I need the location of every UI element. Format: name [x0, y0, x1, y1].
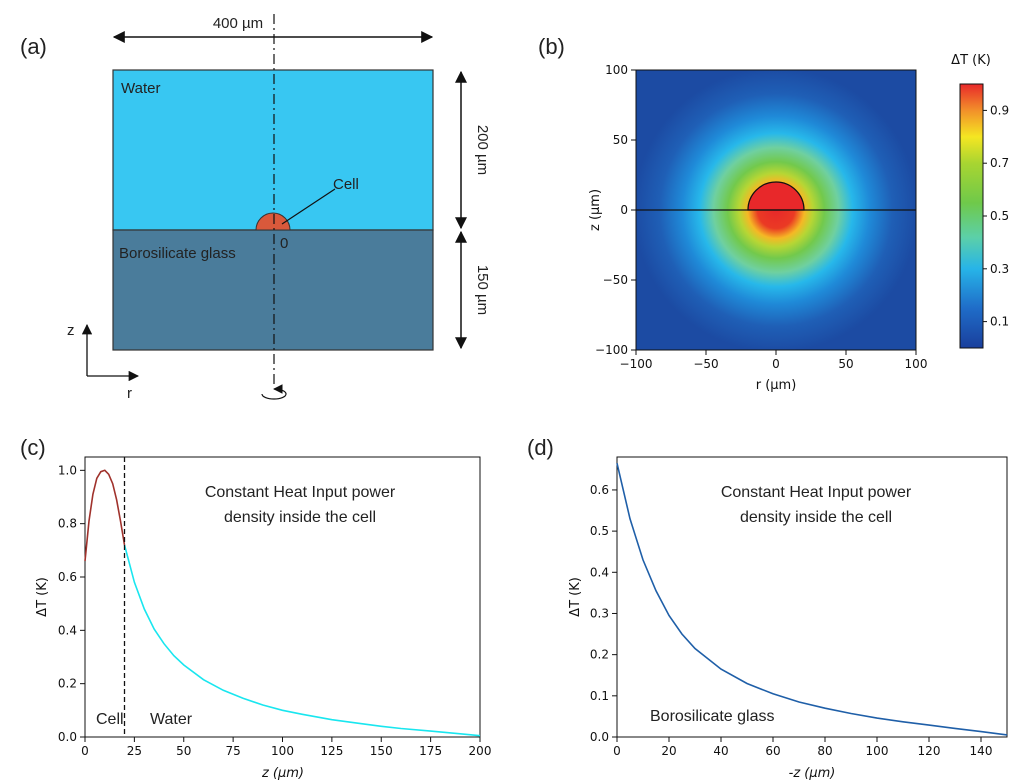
heatmap-ytick-label: 100: [605, 63, 628, 77]
heatmap-xtick-label: −100: [620, 357, 653, 371]
water-height-label: 200 µm: [474, 125, 491, 175]
chart-d-frame: [616, 456, 1008, 738]
colorbar-tick-label: 0.9: [990, 103, 1009, 117]
chart-d-ytick-label: 0.2: [590, 648, 609, 662]
chart-c-xtick-label: 200: [469, 744, 492, 758]
chart-d-series-0-line: [616, 463, 1008, 736]
r-axis-label: r: [127, 385, 132, 402]
chart-d-xtick-label: 100: [866, 744, 889, 758]
chart-c-ytick-label: 1.0: [58, 463, 77, 477]
chart-c-ylabel: ΔT (K): [35, 577, 50, 617]
panel-d: (d) 0 20 40 60 80 100 120 140 0.0 0.1 0.2 0.3 0.4 0.5…: [527, 435, 1008, 781]
heatmap-xtick-label: 0: [772, 357, 780, 371]
chart-d-ytick-label: 0.5: [590, 524, 609, 538]
panel-b-label: (b): [538, 34, 565, 59]
chart-d-ytick-label: 0.6: [590, 483, 609, 497]
chart-d-xtick-label: 120: [918, 744, 941, 758]
chart-d-annotation-line-1: Constant Heat Input power: [721, 484, 912, 501]
panel-a: (a) 400 µm Water Borosilicate glass Cell…: [20, 14, 491, 402]
chart-c-xlabel: z (μm): [261, 766, 304, 781]
chart-d-xtick-label: 140: [970, 744, 993, 758]
chart-d-ylabel: ΔT (K): [568, 577, 583, 617]
glass-height-label: 150 µm: [474, 265, 491, 315]
heatmap-ytick-label: −50: [603, 273, 628, 287]
water-region: [112, 69, 434, 231]
z-axis-label: z: [67, 322, 75, 339]
colorbar-tick-label: 0.5: [990, 209, 1009, 223]
chart-c-xtick-label: 0: [81, 744, 89, 758]
colorbar: [959, 83, 984, 349]
chart-c-ytick-label: 0.4: [58, 623, 77, 637]
heatmap-ytick-label: 50: [613, 133, 628, 147]
cell-pointer-line: [281, 188, 336, 225]
chart-c-xtick-label: 150: [370, 744, 393, 758]
cell-label: Cell: [333, 176, 359, 193]
chart-d-ytick-label: 0.0: [590, 730, 609, 744]
chart-d-annotation-line-2: density inside the cell: [740, 509, 892, 526]
chart-c-lines: [84, 469, 481, 737]
rotation-icon: [261, 384, 287, 400]
chart-c-ytick-label: 0.2: [58, 677, 77, 691]
heatmap-cell: [747, 181, 805, 211]
chart-c-series-1-line: [123, 544, 481, 737]
heatmap-ylabel: z (µm): [588, 189, 603, 231]
heatmap-ytick-label: −100: [595, 343, 628, 357]
heatmap-ytick-label: 0: [620, 203, 628, 217]
chart-d-xtick-label: 80: [817, 744, 832, 758]
glass-label: Borosilicate glass: [119, 245, 236, 262]
chart-d-xtick-label: 60: [765, 744, 780, 758]
chart-c-xtick-label: 100: [271, 744, 294, 758]
chart-c-ytick-label: 0.0: [58, 730, 77, 744]
chart-c-ytick-label: 0.8: [58, 517, 77, 531]
chart-c-ytick-label: 0.6: [58, 570, 77, 584]
chart-d-lines: [616, 463, 1008, 736]
cell-shape: [255, 212, 291, 231]
chart-d-ticks: 0 20 40 60 80 100 120 140 0.0 0.1 0.2 0.3 0.4 0.5 0.6: [590, 483, 993, 758]
panel-c: (c) 0 25 50 75 100 125 150 175 200 0.0 0.2 0.4 0.6 0.…: [20, 435, 491, 781]
chart-d-xlabel: -z (μm): [789, 766, 836, 781]
heatmap-xtick-label: 100: [905, 357, 928, 371]
chart-c-annotation-line-1: Constant Heat Input power: [205, 484, 396, 501]
chart-c-xtick-label: 50: [176, 744, 191, 758]
chart-d-region-glass: Borosilicate glass: [650, 708, 775, 725]
chart-c-xtick-label: 25: [127, 744, 142, 758]
colorbar-ticks: 0.9 0.7 0.5 0.3 0.1: [983, 103, 1009, 329]
chart-c-xtick-label: 75: [225, 744, 240, 758]
chart-c-xtick-label: 125: [320, 744, 343, 758]
colorbar-label: ΔT (K): [951, 53, 991, 68]
heatmap-xlabel: r (µm): [756, 378, 797, 393]
heatmap-ticks: −100 −50 0 50 100 100 50 0 −50 −100: [595, 63, 927, 371]
water-label: Water: [121, 80, 160, 97]
chart-d-xtick-label: 40: [713, 744, 728, 758]
chart-c-annotation-line-2: density inside the cell: [224, 509, 376, 526]
heatmap-xtick-label: 50: [838, 357, 853, 371]
chart-c-region-cell: Cell: [96, 711, 124, 728]
glass-region: [112, 229, 434, 351]
chart-c-region-water: Water: [150, 711, 193, 728]
chart-c-ticks: 0 25 50 75 100 125 150 175 200 0.0 0.2 0.4 0.6 0.8 1.0: [58, 463, 492, 758]
panel-a-label: (a): [20, 34, 47, 59]
chart-d-xtick-label: 20: [661, 744, 676, 758]
chart-c-xtick-label: 175: [419, 744, 442, 758]
panel-d-label: (d): [527, 435, 554, 460]
origin-label: 0: [280, 235, 288, 252]
colorbar-tick-label: 0.3: [990, 262, 1009, 276]
colorbar-tick-label: 0.1: [990, 315, 1009, 329]
chart-d-xtick-label: 0: [613, 744, 621, 758]
heatmap-xtick-label: −50: [693, 357, 718, 371]
chart-d-ytick-label: 0.4: [590, 565, 609, 579]
colorbar-tick-label: 0.7: [990, 156, 1009, 170]
panel-b: (b) −100 −50 0 50 100 100 50 0 −50 −100 r (µm) z …: [538, 34, 1009, 393]
chart-d-ytick-label: 0.1: [590, 689, 609, 703]
width-dimension-label: 400 µm: [213, 15, 263, 32]
panel-c-label: (c): [20, 435, 46, 460]
chart-d-ytick-label: 0.3: [590, 606, 609, 620]
chart-c-series-0-line: [84, 469, 126, 562]
